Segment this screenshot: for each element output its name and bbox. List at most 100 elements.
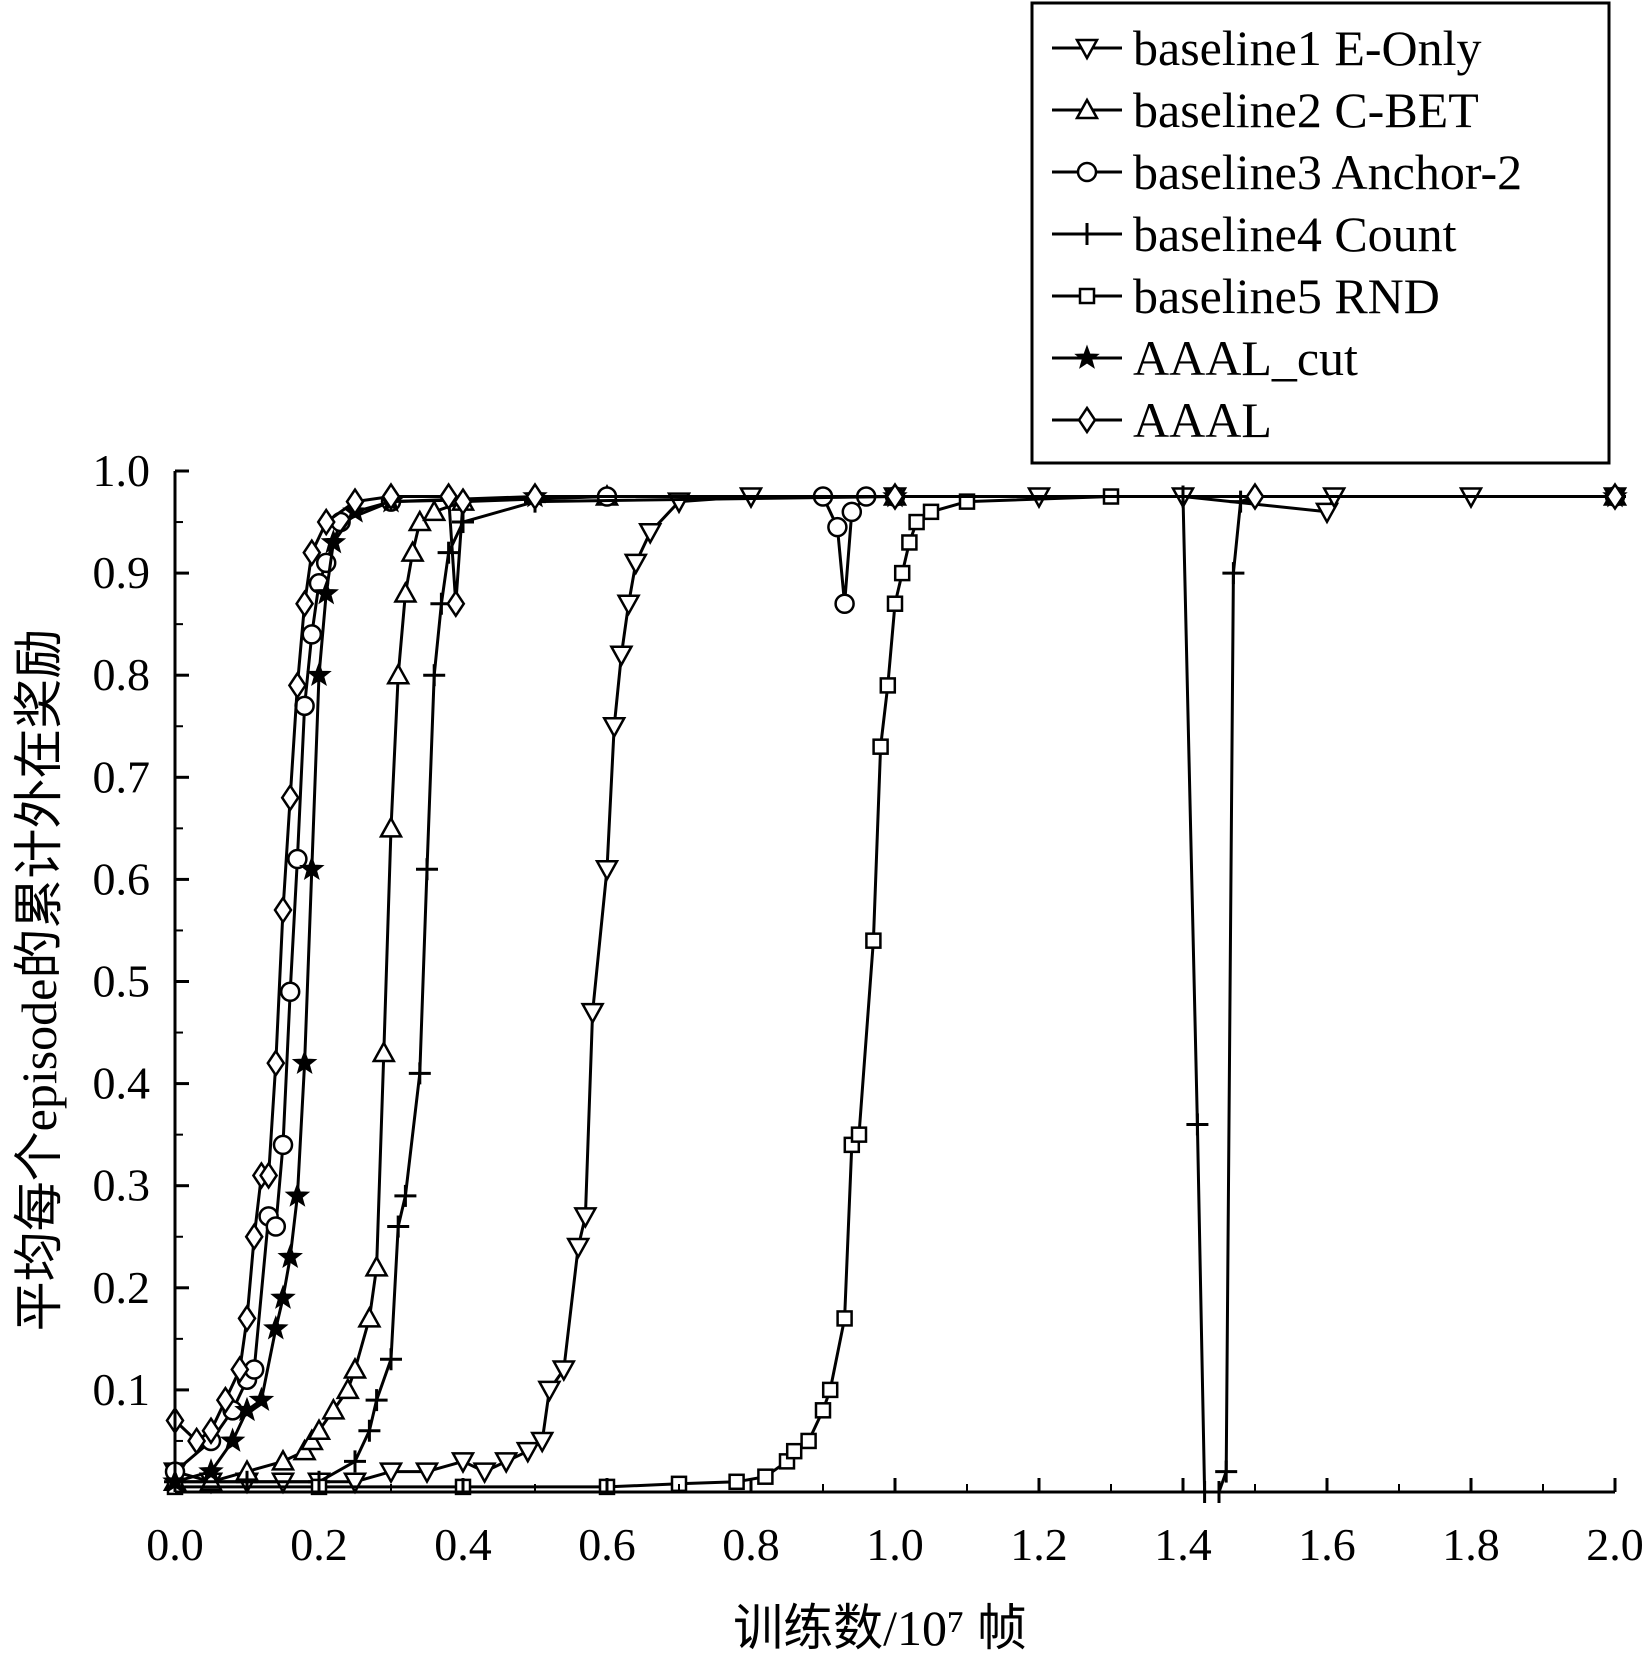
series-line xyxy=(174,495,1615,1473)
x-tick-label: 1.0 xyxy=(866,1519,924,1570)
data-point xyxy=(785,1442,803,1460)
legend-box xyxy=(1030,1,1611,465)
data-point xyxy=(1245,482,1265,511)
data-point xyxy=(277,1243,303,1269)
legend-label: baseline2 C-BET xyxy=(1133,82,1479,138)
data-point xyxy=(248,1386,275,1411)
data-point xyxy=(638,523,663,545)
data-point xyxy=(1215,1460,1238,1483)
data-point xyxy=(594,859,620,882)
y-tick-label: 0.9 xyxy=(93,547,151,598)
data-point xyxy=(580,1002,605,1025)
x-tick-label: 0.2 xyxy=(290,1519,348,1570)
data-point xyxy=(865,932,882,949)
legend-label: AAAL xyxy=(1133,392,1272,448)
data-point xyxy=(566,1237,591,1260)
series-4 xyxy=(164,485,1626,1503)
data-point xyxy=(365,1389,388,1412)
data-point xyxy=(472,1462,497,1485)
data-point xyxy=(446,589,466,618)
data-point xyxy=(821,1381,839,1399)
series-line xyxy=(175,495,1615,1494)
data-point xyxy=(378,815,404,838)
data-point xyxy=(885,482,905,511)
x-tick-label: 1.8 xyxy=(1442,1519,1500,1570)
y-tick-label: 0.4 xyxy=(93,1058,151,1109)
data-point xyxy=(301,624,323,645)
data-point xyxy=(400,540,425,562)
y-tick-label: 0.1 xyxy=(93,1364,151,1415)
x-tick-label: 0.4 xyxy=(434,1519,492,1570)
y-axis-label: 平均每个episode的累计外在奖励 xyxy=(11,629,67,1332)
data-point xyxy=(270,1284,296,1309)
data-point xyxy=(602,717,627,739)
data-point xyxy=(272,1134,294,1156)
data-point xyxy=(422,499,447,522)
data-point xyxy=(342,1472,368,1495)
data-point xyxy=(886,595,904,612)
data-point xyxy=(408,1062,431,1085)
legend-entry: AAAL_cut xyxy=(1052,330,1358,386)
legend-entry: baseline2 C-BET xyxy=(1052,82,1479,138)
legend-marker xyxy=(1074,344,1100,369)
data-point xyxy=(302,538,322,567)
x-tick-label: 1.2 xyxy=(1010,1519,1068,1570)
data-point xyxy=(244,1222,264,1252)
y-tick-label: 0.6 xyxy=(93,853,151,904)
legend-entry: baseline3 Anchor-2 xyxy=(1052,144,1522,200)
data-point xyxy=(198,1458,224,1483)
data-point xyxy=(364,1254,389,1277)
legend-entry: AAAL xyxy=(1052,392,1272,448)
data-point xyxy=(237,1304,257,1333)
data-point xyxy=(259,1161,279,1190)
series-1 xyxy=(162,487,1628,1495)
data-point xyxy=(273,895,293,925)
legend-marker xyxy=(1074,97,1100,120)
data-point xyxy=(287,848,308,870)
series-2 xyxy=(162,483,1628,1492)
data-point xyxy=(313,580,339,605)
data-point xyxy=(879,677,897,694)
data-point xyxy=(299,855,325,881)
data-point xyxy=(357,1305,382,1328)
data-point xyxy=(623,553,648,576)
data-point xyxy=(345,487,365,516)
data-point xyxy=(922,503,940,521)
y-tick-label: 0.2 xyxy=(93,1262,151,1313)
data-point xyxy=(494,1452,519,1474)
data-point xyxy=(344,1450,366,1473)
x-ticks: 0.0 0.2 0.4 0.6 0.8 1.0 1.2 1.4 1.6 1.8 2.0 xyxy=(146,1478,1644,1570)
data-point xyxy=(394,1184,417,1207)
data-point xyxy=(893,564,911,582)
series-5 xyxy=(166,488,1624,1496)
data-point xyxy=(814,1402,832,1419)
data-point xyxy=(537,1380,562,1403)
data-point xyxy=(386,662,411,685)
data-point xyxy=(306,1418,332,1440)
data-point xyxy=(525,482,545,511)
legend-marker xyxy=(1076,161,1098,183)
legend-marker xyxy=(1078,287,1096,305)
data-point xyxy=(291,1049,318,1075)
data-point xyxy=(515,1441,540,1464)
data-point xyxy=(416,858,438,881)
data-point xyxy=(439,482,459,511)
data-point xyxy=(295,589,315,618)
data-point xyxy=(266,1048,286,1078)
legend: baseline1 E-Only baseline2 C-BET baseline3… xyxy=(1030,1,1611,465)
legend-entry: baseline1 E-Only xyxy=(1052,20,1482,76)
x-tick-label: 0.0 xyxy=(146,1519,204,1570)
x-tick-label: 0.6 xyxy=(578,1519,636,1570)
data-point xyxy=(381,482,401,511)
data-point xyxy=(551,1360,576,1383)
data-point xyxy=(393,580,418,603)
plot-lines xyxy=(162,482,1628,1503)
legend-label: AAAL_cut xyxy=(1133,330,1358,386)
y-tick-label: 0.5 xyxy=(93,956,151,1007)
data-point xyxy=(358,1419,381,1442)
data-point xyxy=(284,1182,311,1207)
legend-label: baseline5 RND xyxy=(1133,268,1440,324)
data-point xyxy=(834,593,855,614)
x-axis-label: 训练数/10⁷ 帧 xyxy=(733,1600,1027,1656)
data-point xyxy=(609,645,634,668)
